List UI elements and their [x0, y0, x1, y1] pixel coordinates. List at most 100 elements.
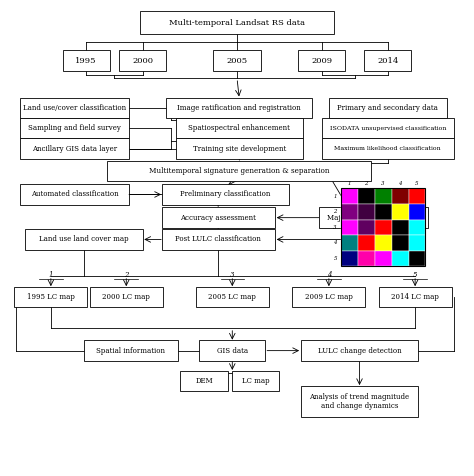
FancyBboxPatch shape [20, 118, 128, 139]
Text: Multi-temporal Landsat RS data: Multi-temporal Landsat RS data [169, 19, 305, 27]
Bar [374, 188, 392, 204]
Text: Accuracy assessment: Accuracy assessment [180, 214, 256, 222]
Text: Primary and secondary data: Primary and secondary data [337, 104, 438, 112]
Bar [357, 235, 374, 251]
Bar [409, 251, 426, 267]
Text: 2005: 2005 [227, 57, 247, 65]
FancyBboxPatch shape [20, 98, 128, 118]
Bar [341, 188, 426, 267]
Bar [392, 251, 409, 267]
Text: Majority/minority analysis: Majority/minority analysis [327, 214, 420, 222]
Bar [392, 235, 409, 251]
FancyBboxPatch shape [176, 118, 303, 139]
Bar [341, 235, 357, 251]
FancyBboxPatch shape [301, 340, 419, 361]
Text: LC map: LC map [242, 377, 270, 385]
Text: 1: 1 [347, 181, 351, 186]
FancyBboxPatch shape [298, 50, 346, 71]
FancyBboxPatch shape [301, 386, 419, 416]
FancyBboxPatch shape [379, 287, 452, 307]
Text: 2014 LC map: 2014 LC map [391, 293, 439, 301]
Text: 4: 4 [327, 271, 331, 279]
Text: Land use/cover classification: Land use/cover classification [23, 104, 126, 112]
Bar [341, 188, 357, 204]
Bar [374, 219, 392, 235]
Text: 2: 2 [124, 271, 128, 279]
Text: 4: 4 [398, 181, 402, 186]
FancyBboxPatch shape [181, 371, 228, 391]
Text: Automated classification: Automated classification [31, 190, 118, 198]
Bar [409, 235, 426, 251]
FancyBboxPatch shape [322, 139, 454, 159]
FancyBboxPatch shape [90, 287, 163, 307]
Text: 5: 5 [333, 256, 337, 261]
Bar [341, 204, 357, 219]
FancyBboxPatch shape [25, 229, 143, 249]
Bar [357, 219, 374, 235]
Bar [409, 219, 426, 235]
Bar [341, 219, 357, 235]
FancyBboxPatch shape [108, 161, 371, 181]
Bar [357, 204, 374, 219]
FancyBboxPatch shape [364, 50, 411, 71]
Text: 3: 3 [230, 271, 235, 279]
FancyBboxPatch shape [84, 340, 178, 361]
Bar [357, 188, 374, 204]
Text: Post LULC classification: Post LULC classification [175, 236, 261, 243]
Text: LULC change detection: LULC change detection [318, 347, 401, 355]
Text: 3: 3 [381, 181, 385, 186]
FancyBboxPatch shape [322, 118, 454, 139]
Text: 1995: 1995 [75, 57, 97, 65]
Text: Preliminary classification: Preliminary classification [180, 190, 270, 198]
Bar [392, 188, 409, 204]
Text: ISODATA unsupervised classification: ISODATA unsupervised classification [329, 126, 446, 131]
Text: DEM: DEM [195, 377, 213, 385]
Bar [374, 251, 392, 267]
Text: 3: 3 [333, 225, 337, 230]
FancyBboxPatch shape [213, 50, 261, 71]
Text: 2009 LC map: 2009 LC map [305, 293, 353, 301]
Text: Training site development: Training site development [193, 145, 286, 153]
FancyBboxPatch shape [329, 98, 447, 118]
FancyBboxPatch shape [14, 287, 87, 307]
FancyBboxPatch shape [166, 98, 312, 118]
FancyBboxPatch shape [20, 139, 128, 159]
FancyBboxPatch shape [319, 208, 428, 228]
Text: 5: 5 [413, 271, 418, 279]
Text: Maximum likelihood classification: Maximum likelihood classification [335, 146, 441, 151]
FancyBboxPatch shape [63, 50, 110, 71]
FancyBboxPatch shape [162, 208, 275, 228]
FancyBboxPatch shape [232, 371, 279, 391]
Text: 4: 4 [333, 240, 337, 246]
Text: 2014: 2014 [377, 57, 399, 65]
Bar [409, 204, 426, 219]
Text: 2: 2 [365, 181, 368, 186]
Text: Ancillary GIS data layer: Ancillary GIS data layer [32, 145, 117, 153]
Text: 2000: 2000 [132, 57, 153, 65]
Text: Spatial information: Spatial information [97, 347, 165, 355]
FancyBboxPatch shape [196, 287, 269, 307]
Text: 1995 LC map: 1995 LC map [27, 293, 75, 301]
Text: GIS data: GIS data [217, 347, 248, 355]
FancyBboxPatch shape [119, 50, 166, 71]
Bar [409, 188, 426, 204]
FancyBboxPatch shape [199, 340, 265, 361]
FancyBboxPatch shape [162, 184, 289, 205]
Text: 2009: 2009 [311, 57, 332, 65]
Text: 2000 LC map: 2000 LC map [102, 293, 150, 301]
Text: 2005 LC map: 2005 LC map [209, 293, 256, 301]
Bar [374, 235, 392, 251]
Text: Land use land cover map: Land use land cover map [39, 236, 128, 243]
Text: 1: 1 [333, 194, 337, 198]
FancyBboxPatch shape [162, 229, 275, 249]
Text: 1: 1 [49, 271, 53, 279]
Bar [341, 251, 357, 267]
Text: Sampling and field survey: Sampling and field survey [28, 124, 121, 132]
FancyBboxPatch shape [292, 287, 365, 307]
Text: Spatiospectral enhancement: Spatiospectral enhancement [189, 124, 290, 132]
Bar [392, 219, 409, 235]
Bar [374, 204, 392, 219]
Text: Analysis of trend magnitude
and change dynamics: Analysis of trend magnitude and change d… [310, 393, 410, 410]
Bar [392, 204, 409, 219]
FancyBboxPatch shape [20, 184, 128, 205]
